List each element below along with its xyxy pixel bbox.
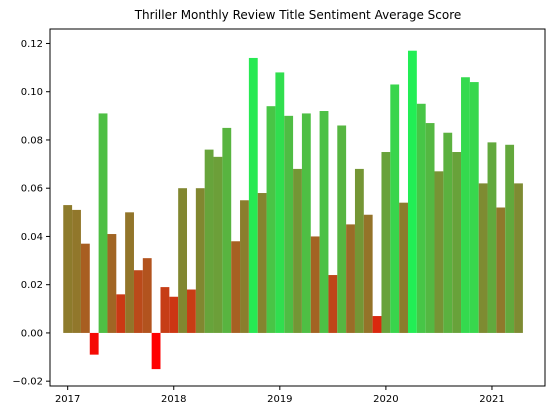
bar-2019-01	[275, 72, 285, 333]
bar-2018-09	[240, 200, 249, 333]
bar-2017-02	[72, 209, 81, 333]
x-tick-label: 2020	[373, 394, 398, 405]
bar-2018-04	[195, 188, 205, 333]
bar-2019-12	[372, 316, 382, 333]
y-tick-label: 0.04	[21, 232, 43, 243]
y-tick-label: 0.02	[21, 280, 43, 291]
x-tick-label: 2018	[161, 394, 186, 405]
bar-2018-03	[187, 289, 196, 333]
y-tick-label: 0.06	[21, 184, 43, 195]
bar-2020-04	[407, 50, 417, 333]
bar-2020-01	[381, 152, 391, 333]
bar-2018-08	[231, 241, 241, 333]
bar-2017-12	[160, 287, 170, 333]
bar-2020-05	[416, 103, 426, 333]
axes-layer: −0.02 0.00 0.02 0.04 0.06 0.08 0.10 0.12 2017 201…	[12, 28, 546, 405]
y-tick-label: 0.12	[21, 39, 43, 50]
bar-2019-08	[337, 125, 347, 333]
bar-2019-11	[363, 214, 373, 333]
bar-2019-02	[284, 115, 294, 333]
bar-2019-04	[301, 113, 311, 333]
bar-2021-04	[514, 183, 523, 333]
bar-2018-12	[266, 106, 276, 333]
bar-2017-06	[107, 234, 117, 333]
bar-2018-01	[169, 296, 179, 333]
bar-2020-02	[390, 84, 400, 333]
bar-2019-10	[354, 168, 364, 333]
bar-2020-08	[443, 132, 453, 333]
y-tick-label: −0.02	[12, 377, 43, 388]
bar-2017-08	[125, 212, 134, 333]
bar-2020-12	[478, 183, 488, 333]
bar-2020-09	[452, 152, 462, 333]
bar-2017-04	[89, 332, 99, 355]
bar-2019-09	[346, 224, 355, 333]
y-tick-label: 0.00	[21, 328, 43, 339]
bar-2020-07	[434, 171, 444, 333]
bar-2019-07	[328, 275, 338, 333]
bar-2018-07	[222, 127, 232, 333]
bars-layer	[63, 50, 523, 370]
bar-2018-11	[257, 193, 267, 333]
bar-2021-01	[487, 142, 497, 333]
bar-2017-07	[116, 294, 126, 333]
bar-2020-11	[469, 82, 479, 333]
bar-2018-10	[248, 57, 258, 333]
bar-2017-05	[98, 113, 108, 333]
bar-2017-11	[151, 332, 161, 370]
bar-2019-06	[319, 111, 329, 333]
bar-2018-06	[213, 156, 223, 333]
y-tick-label: 0.08	[21, 135, 43, 146]
bar-2021-03	[505, 144, 515, 333]
bar-2017-01	[63, 205, 73, 333]
plot-frame	[49, 28, 546, 387]
bar-2018-02	[178, 188, 188, 333]
bar-2020-03	[399, 202, 408, 333]
y-tick-label: 0.10	[21, 87, 43, 98]
bar-2019-03	[293, 168, 302, 333]
bar-2019-05	[310, 236, 320, 333]
bar-2017-10	[142, 258, 152, 333]
bar-2020-10	[461, 77, 470, 333]
bar-2018-05	[204, 149, 214, 333]
bar-2021-02	[496, 207, 506, 333]
bar-2017-03	[80, 243, 90, 333]
bar-2017-09	[133, 270, 143, 333]
x-tick-label: 2017	[55, 394, 80, 405]
x-tick-label: 2021	[479, 394, 504, 405]
bar-2020-06	[425, 123, 435, 333]
x-tick-label: 2019	[267, 394, 292, 405]
chart-title: Thriller Monthly Review Title Sentiment …	[134, 8, 462, 22]
